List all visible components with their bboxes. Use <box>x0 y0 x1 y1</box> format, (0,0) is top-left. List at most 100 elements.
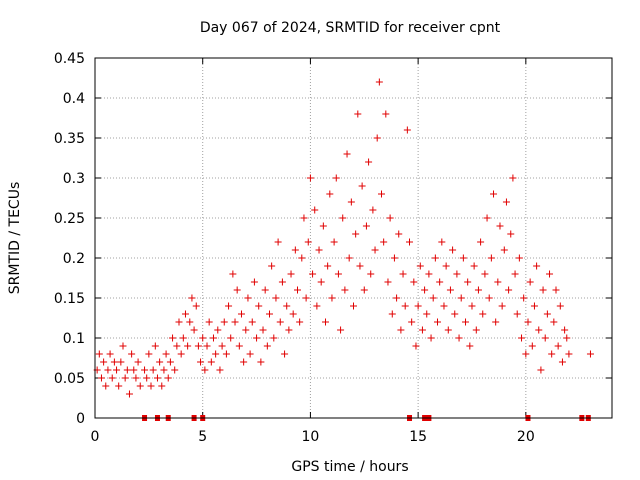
data-point <box>436 278 444 286</box>
data-point <box>446 286 454 294</box>
data-point <box>171 366 179 374</box>
data-point <box>339 214 347 222</box>
data-point <box>117 358 125 366</box>
data-point <box>253 334 261 342</box>
data-point <box>425 270 433 278</box>
data-point <box>483 214 491 222</box>
data-point <box>429 294 437 302</box>
data-point <box>431 254 439 262</box>
y-tick-label: 0.45 <box>54 51 85 67</box>
data-point <box>440 302 448 310</box>
data-point <box>268 262 276 270</box>
data-point <box>388 310 396 318</box>
data-point <box>205 318 213 326</box>
data-point <box>330 238 338 246</box>
data-point <box>520 294 528 302</box>
data-point <box>468 302 476 310</box>
data-point <box>121 374 129 382</box>
data-point <box>259 326 267 334</box>
y-tick-label: 0.05 <box>54 371 85 387</box>
y-tick-labels: 0 0.05 0.1 0.15 0.2 0.25 0.3 0.35 0.4 0.45 <box>54 51 85 427</box>
data-point <box>319 222 327 230</box>
data-point <box>145 350 153 358</box>
data-point <box>541 334 549 342</box>
data-point <box>382 110 390 118</box>
data-point <box>474 286 482 294</box>
data-point <box>347 198 355 206</box>
data-point <box>309 270 317 278</box>
data-point <box>302 294 310 302</box>
data-point <box>558 358 566 366</box>
data-point <box>311 206 319 214</box>
x-tick-label: 10 <box>302 429 320 445</box>
data-point <box>403 126 411 134</box>
data-point <box>173 342 181 350</box>
data-point <box>399 270 407 278</box>
data-point <box>270 334 278 342</box>
data-point <box>123 366 131 374</box>
data-point <box>408 318 416 326</box>
data-point <box>423 310 431 318</box>
data-point <box>358 182 366 190</box>
data-point <box>459 254 467 262</box>
data-point <box>257 358 265 366</box>
data-point <box>438 238 446 246</box>
data-point <box>412 342 420 350</box>
data-point <box>487 254 495 262</box>
data-point <box>192 302 200 310</box>
data-point <box>162 350 170 358</box>
data-point <box>132 374 140 382</box>
data-point <box>362 222 370 230</box>
data-point <box>143 374 151 382</box>
data-point <box>378 190 386 198</box>
data-point <box>237 310 245 318</box>
data-point <box>265 310 273 318</box>
data-point <box>365 158 373 166</box>
data-point <box>418 326 426 334</box>
data-point <box>186 318 194 326</box>
data-point <box>321 318 329 326</box>
data-point <box>472 326 480 334</box>
data-point <box>272 294 280 302</box>
data-point <box>332 174 340 182</box>
data-point <box>179 334 187 342</box>
data-point <box>296 318 304 326</box>
data-point <box>554 342 562 350</box>
data-point <box>526 278 534 286</box>
data-point <box>369 206 377 214</box>
data-point <box>199 334 207 342</box>
data-point <box>246 350 254 358</box>
data-point <box>201 366 209 374</box>
y-tick-label: 0 <box>76 411 85 427</box>
data-point <box>141 366 149 374</box>
data-point <box>190 326 198 334</box>
data-point <box>274 238 282 246</box>
data-point <box>315 246 323 254</box>
data-point <box>354 110 362 118</box>
data-point <box>380 238 388 246</box>
data-point <box>515 254 523 262</box>
data-point <box>283 302 291 310</box>
data-point <box>158 382 166 390</box>
data-point <box>563 334 571 342</box>
x-tick-labels: 0 5 10 15 20 <box>91 429 535 445</box>
data-point <box>220 318 228 326</box>
data-point <box>156 358 164 366</box>
data-point <box>285 326 293 334</box>
data-point <box>464 278 472 286</box>
data-point <box>128 350 136 358</box>
data-point <box>371 246 379 254</box>
data-point <box>304 238 312 246</box>
data-point <box>125 390 133 398</box>
data-point <box>291 246 299 254</box>
data-point <box>298 254 306 262</box>
data-point <box>227 334 235 342</box>
data-point <box>444 326 452 334</box>
data-point <box>470 262 478 270</box>
data-point <box>518 334 526 342</box>
data-point <box>231 318 239 326</box>
data-point <box>229 270 237 278</box>
data-point <box>442 262 450 270</box>
data-point <box>289 310 297 318</box>
